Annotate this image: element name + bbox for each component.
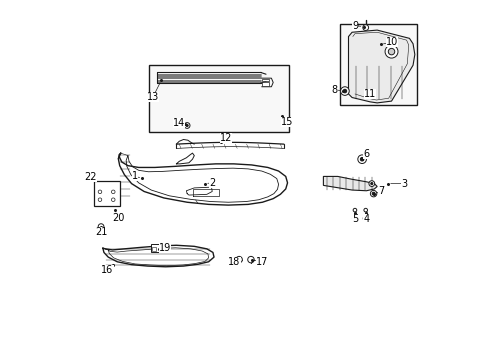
Text: 19: 19 (159, 243, 171, 253)
Circle shape (352, 216, 357, 221)
Text: 12: 12 (219, 133, 232, 143)
Polygon shape (323, 176, 376, 191)
Text: 9: 9 (351, 21, 357, 31)
Bar (262, 78, 268, 81)
Text: 5: 5 (351, 215, 357, 224)
Circle shape (363, 216, 367, 221)
Circle shape (98, 190, 102, 194)
Circle shape (352, 208, 356, 212)
Circle shape (371, 192, 374, 195)
Circle shape (362, 25, 368, 31)
Circle shape (360, 157, 363, 161)
Circle shape (111, 190, 115, 194)
Text: 4: 4 (363, 215, 369, 224)
Text: 13: 13 (146, 92, 159, 102)
Circle shape (184, 123, 190, 129)
Text: 6: 6 (363, 149, 369, 159)
Bar (94, 181, 120, 206)
Text: 8: 8 (331, 85, 337, 95)
Bar (149, 65, 289, 132)
Text: 10: 10 (386, 37, 398, 47)
Text: 2: 2 (209, 178, 215, 188)
Text: 7: 7 (378, 186, 384, 197)
Bar (339, 24, 416, 105)
Text: 20: 20 (112, 213, 124, 222)
Text: 11: 11 (363, 89, 375, 99)
Circle shape (98, 224, 104, 229)
Text: 22: 22 (84, 172, 96, 182)
Bar (262, 82, 268, 86)
Circle shape (357, 155, 366, 163)
Circle shape (368, 181, 374, 186)
Text: 15: 15 (280, 117, 292, 127)
Circle shape (235, 256, 242, 263)
Text: 14: 14 (173, 118, 185, 128)
Text: 3: 3 (400, 179, 407, 189)
Circle shape (369, 190, 376, 197)
Circle shape (343, 89, 346, 93)
Circle shape (363, 208, 367, 212)
Text: 1: 1 (132, 171, 138, 181)
Circle shape (89, 176, 94, 181)
Bar (151, 244, 162, 252)
Circle shape (98, 198, 102, 202)
Bar (152, 247, 156, 251)
Text: 16: 16 (101, 265, 113, 275)
Text: 17: 17 (255, 257, 267, 267)
Circle shape (247, 256, 254, 263)
Circle shape (340, 87, 348, 95)
Circle shape (384, 45, 397, 58)
Circle shape (387, 48, 394, 55)
Circle shape (370, 183, 372, 185)
Text: 21: 21 (95, 227, 107, 237)
Circle shape (185, 125, 188, 127)
Text: 18: 18 (228, 257, 240, 267)
Circle shape (111, 198, 115, 202)
Polygon shape (348, 30, 414, 103)
